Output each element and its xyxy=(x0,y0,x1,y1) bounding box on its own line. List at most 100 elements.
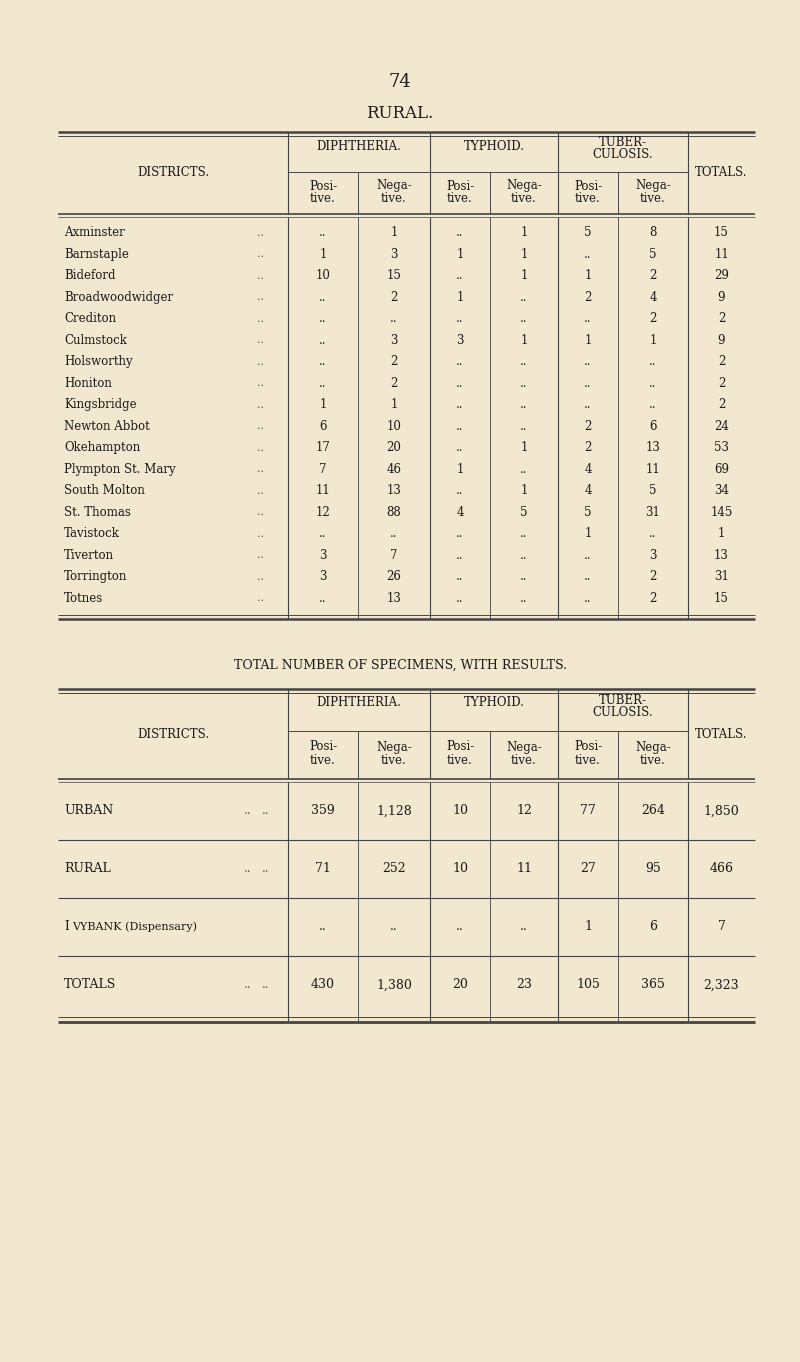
Text: 4: 4 xyxy=(584,485,592,497)
Text: ..: .. xyxy=(456,549,464,561)
Text: 5: 5 xyxy=(650,485,657,497)
Text: ..: .. xyxy=(456,591,464,605)
Text: ..: .. xyxy=(319,355,326,368)
Text: ..: .. xyxy=(650,527,657,541)
Text: 13: 13 xyxy=(646,441,661,455)
Text: 145: 145 xyxy=(710,505,733,519)
Text: 2: 2 xyxy=(718,312,725,326)
Text: 2: 2 xyxy=(390,290,398,304)
Text: 10: 10 xyxy=(452,805,468,817)
Text: 359: 359 xyxy=(311,805,335,817)
Text: ..: .. xyxy=(257,572,263,582)
Text: 1: 1 xyxy=(456,463,464,475)
Text: 2: 2 xyxy=(584,290,592,304)
Text: 29: 29 xyxy=(714,270,729,282)
Text: 1: 1 xyxy=(520,485,528,497)
Text: South Molton: South Molton xyxy=(64,485,145,497)
Text: ..: .. xyxy=(584,248,592,260)
Text: 6: 6 xyxy=(319,419,326,433)
Text: 31: 31 xyxy=(714,571,729,583)
Text: ..: .. xyxy=(520,921,528,933)
Text: 69: 69 xyxy=(714,463,729,475)
Text: ..: .. xyxy=(456,921,464,933)
Text: ..: .. xyxy=(390,527,398,541)
Text: ..: .. xyxy=(584,355,592,368)
Text: ..: .. xyxy=(520,290,528,304)
Text: VYBANK (Dispensary): VYBANK (Dispensary) xyxy=(72,922,197,932)
Text: Newton Abbot: Newton Abbot xyxy=(64,419,150,433)
Text: ..: .. xyxy=(456,571,464,583)
Text: 13: 13 xyxy=(386,591,402,605)
Text: Tavistock: Tavistock xyxy=(64,527,120,541)
Text: 466: 466 xyxy=(710,862,734,876)
Text: 1: 1 xyxy=(319,398,326,411)
Text: TOTALS.: TOTALS. xyxy=(695,166,748,180)
Text: tive.: tive. xyxy=(511,755,537,768)
Text: ..: .. xyxy=(257,528,263,539)
Text: ..: .. xyxy=(650,377,657,390)
Text: ..: .. xyxy=(456,441,464,455)
Text: 5: 5 xyxy=(650,248,657,260)
Text: ..: .. xyxy=(257,486,263,496)
Text: 1,380: 1,380 xyxy=(376,978,412,992)
Text: Posi-: Posi- xyxy=(309,180,337,192)
Text: 10: 10 xyxy=(315,270,330,282)
Text: Posi-: Posi- xyxy=(574,741,602,753)
Text: Torrington: Torrington xyxy=(64,571,127,583)
Text: 34: 34 xyxy=(714,485,729,497)
Text: 4: 4 xyxy=(584,463,592,475)
Text: ..: .. xyxy=(262,862,270,876)
Text: 20: 20 xyxy=(386,441,402,455)
Text: 1: 1 xyxy=(650,334,657,347)
Text: ..: .. xyxy=(319,312,326,326)
Text: 2: 2 xyxy=(650,571,657,583)
Text: ..: .. xyxy=(520,571,528,583)
Text: 9: 9 xyxy=(718,290,726,304)
Text: 1: 1 xyxy=(456,290,464,304)
Text: DIPHTHERIA.: DIPHTHERIA. xyxy=(317,696,402,710)
Text: Crediton: Crediton xyxy=(64,312,116,326)
Text: 2: 2 xyxy=(718,377,725,390)
Text: ..: .. xyxy=(257,271,263,281)
Text: 3: 3 xyxy=(456,334,464,347)
Text: 5: 5 xyxy=(584,226,592,240)
Text: ..: .. xyxy=(257,313,263,324)
Text: Okehampton: Okehampton xyxy=(64,441,140,455)
Text: Posi-: Posi- xyxy=(574,180,602,192)
Text: Nega-: Nega- xyxy=(635,741,671,753)
Text: 3: 3 xyxy=(319,571,326,583)
Text: ..: .. xyxy=(456,398,464,411)
Text: ..: .. xyxy=(456,226,464,240)
Text: ..: .. xyxy=(244,978,252,992)
Text: 3: 3 xyxy=(390,248,398,260)
Text: ..: .. xyxy=(390,921,398,933)
Text: DIPHTHERIA.: DIPHTHERIA. xyxy=(317,139,402,153)
Text: 1: 1 xyxy=(390,226,398,240)
Text: ..: .. xyxy=(456,312,464,326)
Text: 88: 88 xyxy=(386,505,402,519)
Text: ..: .. xyxy=(390,312,398,326)
Text: 7: 7 xyxy=(319,463,326,475)
Text: 1: 1 xyxy=(520,248,528,260)
Text: ..: .. xyxy=(257,594,263,603)
Text: 1: 1 xyxy=(520,334,528,347)
Text: 105: 105 xyxy=(576,978,600,992)
Text: ..: .. xyxy=(257,507,263,518)
Text: ..: .. xyxy=(520,463,528,475)
Text: 9: 9 xyxy=(718,334,726,347)
Text: 2: 2 xyxy=(718,398,725,411)
Text: ..: .. xyxy=(319,591,326,605)
Text: Barnstaple: Barnstaple xyxy=(64,248,129,260)
Text: ..: .. xyxy=(319,527,326,541)
Text: 2: 2 xyxy=(650,312,657,326)
Text: TOTALS: TOTALS xyxy=(64,978,116,992)
Text: ..: .. xyxy=(456,485,464,497)
Text: 5: 5 xyxy=(520,505,528,519)
Text: ..: .. xyxy=(319,226,326,240)
Text: 430: 430 xyxy=(311,978,335,992)
Text: 23: 23 xyxy=(516,978,532,992)
Text: ..: .. xyxy=(262,805,270,817)
Text: 77: 77 xyxy=(580,805,596,817)
Text: 11: 11 xyxy=(516,862,532,876)
Text: CULOSIS.: CULOSIS. xyxy=(593,148,654,162)
